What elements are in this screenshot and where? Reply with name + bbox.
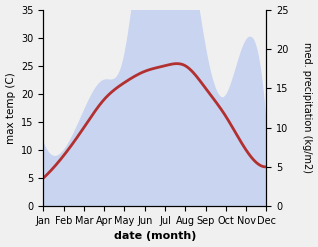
Y-axis label: max temp (C): max temp (C) — [5, 72, 16, 144]
Y-axis label: med. precipitation (kg/m2): med. precipitation (kg/m2) — [302, 42, 313, 173]
X-axis label: date (month): date (month) — [114, 231, 196, 242]
